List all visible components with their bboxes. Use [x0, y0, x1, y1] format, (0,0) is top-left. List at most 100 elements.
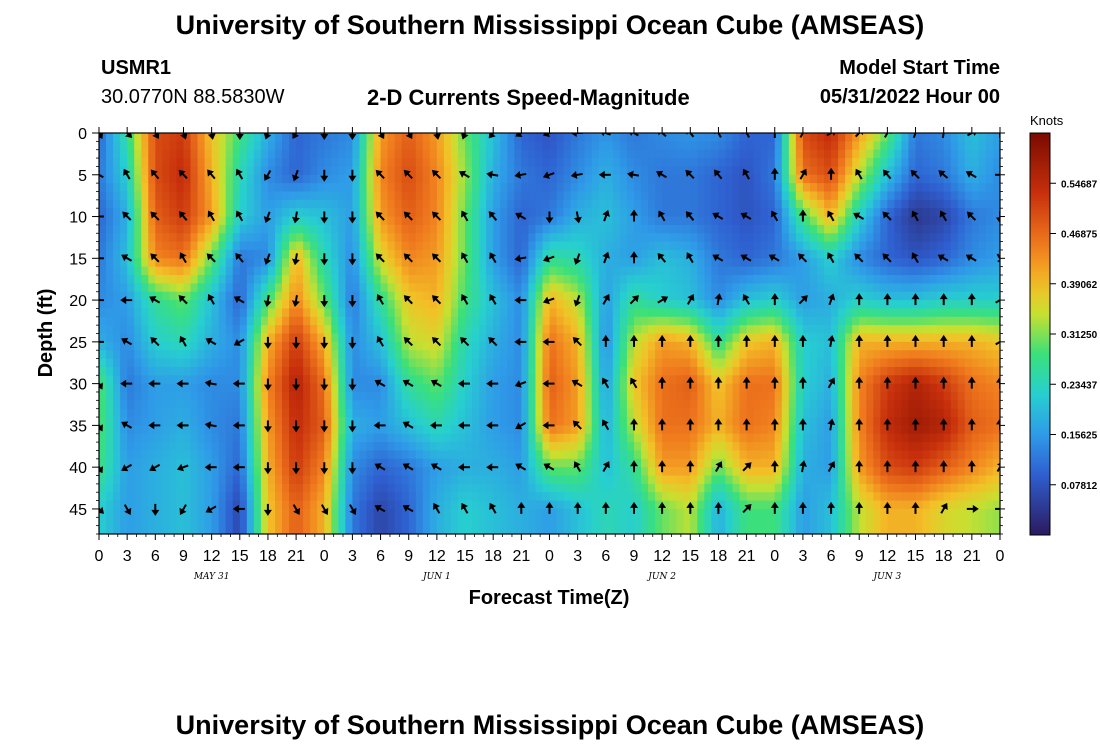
heatmap-cell [535, 417, 544, 426]
heatmap-cell [838, 350, 846, 360]
heatmap-cell [113, 216, 121, 226]
heatmap-cell [493, 350, 501, 360]
heatmap-cell [436, 224, 445, 234]
heatmap-cell [303, 325, 311, 335]
heatmap-cell [978, 308, 987, 318]
heatmap-cell [127, 266, 135, 276]
heatmap-cell [824, 391, 832, 401]
heatmap-cell [612, 149, 621, 159]
heatmap-cell [331, 408, 339, 418]
heatmap-cell [802, 174, 811, 184]
heatmap-cell [472, 450, 480, 460]
heatmap-cell [190, 283, 199, 293]
heatmap-cell [162, 174, 170, 184]
heatmap-cell [662, 383, 670, 393]
heatmap-cell [317, 183, 325, 193]
heatmap-cell [908, 316, 917, 326]
heatmap-cell [500, 408, 508, 418]
heatmap-cell [246, 208, 255, 218]
heatmap-cell [563, 425, 572, 435]
heatmap-cell [676, 291, 684, 301]
heatmap-cell [816, 133, 825, 142]
heatmap-cell [274, 408, 283, 418]
heatmap-cell [246, 275, 255, 284]
heatmap-cell [535, 391, 544, 401]
heatmap-cell [929, 266, 938, 276]
heatmap-cell [507, 341, 515, 351]
heatmap-cell [556, 249, 565, 259]
heatmap-cell [218, 333, 227, 343]
heatmap-cell [831, 383, 839, 393]
heatmap-cell [690, 391, 698, 401]
heatmap-cell [162, 224, 170, 234]
heatmap-cell [704, 208, 712, 218]
heatmap-cell [704, 391, 712, 401]
heatmap-cell [535, 258, 544, 268]
heatmap-cell [732, 241, 741, 251]
heatmap-cell [549, 266, 558, 276]
heatmap-cell [99, 199, 107, 209]
heatmap-cell [598, 158, 607, 168]
heatmap-cell [767, 400, 776, 410]
heatmap-cell [824, 442, 832, 452]
heatmap-cell [535, 442, 544, 452]
heatmap-cell [802, 316, 811, 326]
heatmap-cell [697, 258, 705, 268]
heatmap-cell [479, 358, 487, 368]
heatmap-cell [971, 383, 980, 393]
heatmap-cell [535, 433, 544, 443]
heatmap-cell [324, 450, 332, 460]
heatmap-cell [655, 141, 663, 151]
heatmap-cell [211, 300, 220, 310]
heatmap-cell [197, 258, 206, 268]
heatmap-cell [697, 141, 705, 151]
heatmap-cell [204, 316, 213, 326]
heatmap-cell [176, 350, 185, 360]
heatmap-cell [809, 249, 818, 259]
heatmap-cell [978, 183, 987, 193]
heatmap-cell [760, 366, 769, 376]
heatmap-cell [598, 166, 607, 176]
heatmap-cell [338, 408, 346, 418]
heatmap-cell [605, 158, 614, 168]
heatmap-cell [211, 350, 220, 360]
heatmap-cell [457, 174, 466, 184]
heatmap-cell [570, 149, 579, 159]
heatmap-cell [260, 333, 269, 343]
heatmap-cell [155, 316, 163, 326]
heatmap-cell [795, 325, 804, 335]
heatmap-cell [303, 241, 311, 251]
heatmap-cell [795, 141, 804, 151]
heatmap-cell [697, 183, 705, 193]
heatmap-cell [915, 283, 924, 293]
heatmap-cell [436, 442, 445, 452]
heatmap-cell [880, 174, 888, 184]
heatmap-cell [528, 275, 537, 284]
heatmap-cell [739, 216, 748, 226]
heatmap-cell [99, 425, 107, 435]
heatmap-cell [197, 133, 206, 142]
heatmap-cell [901, 208, 910, 218]
heatmap-cell [465, 216, 473, 226]
heatmap-cell [788, 183, 797, 193]
heatmap-cell [908, 216, 917, 226]
heatmap-cell [443, 249, 452, 259]
heatmap-cell [626, 417, 635, 426]
heatmap-cell [366, 149, 375, 159]
heatmap-cell [591, 425, 600, 435]
heatmap-cell [619, 325, 628, 335]
heatmap-cell [317, 442, 325, 452]
heatmap-cell [676, 191, 684, 201]
heatmap-cell [880, 241, 888, 251]
heatmap-cell [838, 283, 846, 293]
heatmap-cell [795, 199, 804, 209]
heatmap-cell [246, 350, 255, 360]
heatmap-cell [697, 358, 705, 368]
heatmap-cell [922, 333, 931, 343]
heatmap-cell [570, 199, 579, 209]
heatmap-cell [992, 425, 1000, 435]
heatmap-cell [246, 199, 255, 209]
heatmap-cell [605, 291, 614, 301]
heatmap-cell [401, 199, 410, 209]
heatmap-cell [831, 316, 839, 326]
